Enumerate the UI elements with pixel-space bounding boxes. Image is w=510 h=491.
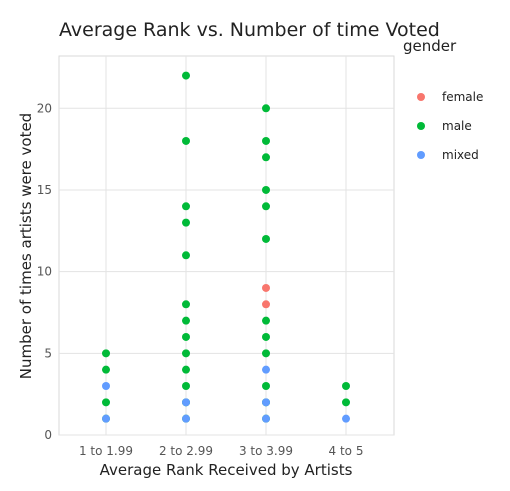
chart-title: Average Rank vs. Number of time Voted — [59, 19, 440, 41]
legend-label-male: male — [442, 119, 472, 133]
data-point-male — [182, 333, 190, 341]
data-point-male — [182, 317, 190, 325]
data-point-mixed — [262, 398, 270, 406]
data-point-male — [182, 366, 190, 374]
data-point-male — [262, 137, 270, 145]
y-tick-label: 20 — [37, 101, 52, 115]
data-point-male — [102, 366, 110, 374]
data-point-mixed — [342, 415, 350, 423]
data-point-male — [182, 382, 190, 390]
x-tick-labels: 1 to 1.99 2 to 2.99 3 to 3.99 4 to 5 — [79, 444, 363, 458]
y-tick-label: 0 — [44, 428, 52, 442]
data-point-male — [182, 300, 190, 308]
legend-label-female: female — [442, 90, 483, 104]
legend-item-female: female — [417, 90, 483, 104]
y-tick-label: 15 — [37, 183, 52, 197]
data-point-male — [262, 153, 270, 161]
y-tick-label: 10 — [37, 265, 52, 279]
data-point-male — [182, 202, 190, 210]
data-point-male — [102, 349, 110, 357]
data-point-mixed — [262, 366, 270, 374]
legend-label-mixed: mixed — [442, 148, 479, 162]
legend-marker-male — [417, 122, 425, 130]
data-point-male — [262, 104, 270, 112]
data-point-mixed — [102, 415, 110, 423]
data-point-male — [182, 72, 190, 80]
data-point-male — [182, 251, 190, 259]
data-point-male — [262, 317, 270, 325]
x-tick-label: 2 to 2.99 — [159, 444, 213, 458]
data-point-male — [182, 219, 190, 227]
data-point-male — [182, 137, 190, 145]
x-tick-label: 3 to 3.99 — [239, 444, 293, 458]
plot-panel — [59, 56, 394, 435]
legend-marker-female — [417, 93, 425, 101]
data-point-male — [262, 349, 270, 357]
y-axis-title: Number of times artists were voted — [17, 113, 35, 379]
data-point-male — [102, 398, 110, 406]
data-point-male — [262, 186, 270, 194]
legend-item-mixed: mixed — [417, 148, 479, 162]
y-tick-label: 5 — [44, 346, 52, 360]
data-point-mixed — [182, 398, 190, 406]
data-point-mixed — [262, 415, 270, 423]
data-point-female — [262, 300, 270, 308]
data-point-male — [182, 349, 190, 357]
data-point-male — [262, 333, 270, 341]
x-tick-label: 1 to 1.99 — [79, 444, 133, 458]
legend-title: gender — [403, 37, 457, 55]
data-point-mixed — [102, 382, 110, 390]
x-tick-label: 4 to 5 — [329, 444, 364, 458]
data-point-male — [262, 382, 270, 390]
legend: gender female male mixed — [403, 37, 483, 162]
data-point-mixed — [182, 415, 190, 423]
data-point-male — [262, 235, 270, 243]
legend-item-male: male — [417, 119, 472, 133]
y-tick-labels: 0 5 10 15 20 — [37, 101, 52, 442]
legend-items: female male mixed — [417, 90, 483, 162]
legend-marker-mixed — [417, 151, 425, 159]
data-point-male — [342, 398, 350, 406]
data-point-female — [262, 284, 270, 292]
data-point-male — [342, 382, 350, 390]
data-point-male — [262, 202, 270, 210]
x-axis-title: Average Rank Received by Artists — [100, 461, 353, 479]
